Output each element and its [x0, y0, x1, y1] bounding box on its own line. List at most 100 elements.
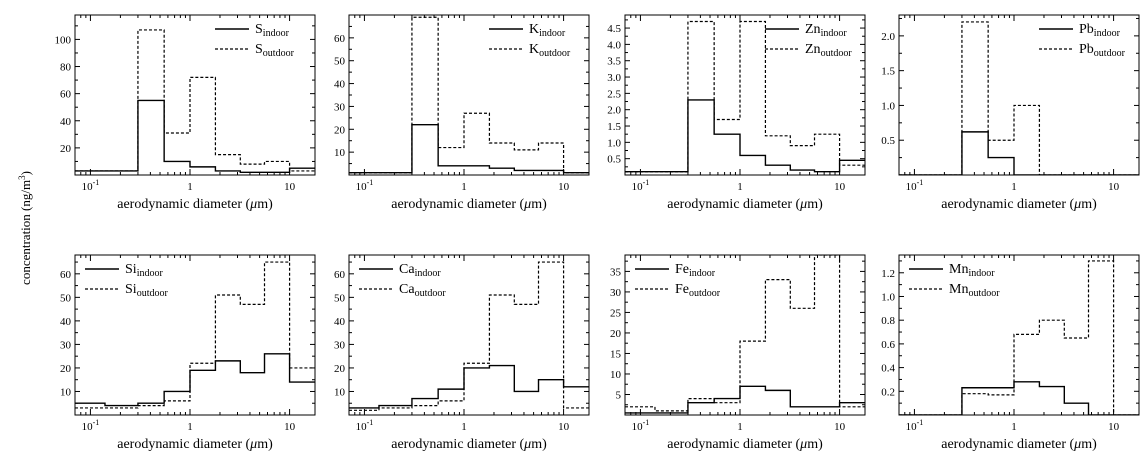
legend-label-outdoor: Znoutdoor	[805, 42, 852, 59]
y-tick-label: 50	[334, 56, 346, 68]
y-tick-label: 2.5	[607, 88, 621, 100]
series-indoor-line	[625, 385, 865, 414]
x-tick-label: 10	[558, 421, 570, 433]
x-tick-label: 10-1	[906, 418, 924, 433]
y-tick-label: 80	[60, 62, 72, 74]
plot-frame	[348, 254, 590, 416]
legend-label-outdoor: Feoutdoor	[675, 282, 721, 299]
x-tick-label: 10	[834, 181, 846, 193]
x-tick-label: 1	[737, 421, 743, 433]
y-tick-label: 60	[334, 269, 346, 281]
y-tick-label: 0.5	[607, 154, 621, 166]
panel-4: 0.5 1.0 1.5 2.0 10-1 1 10 aerodynamic diameter …	[881, 14, 1140, 212]
y-tick-label: 30	[60, 339, 72, 351]
series-indoor-line	[899, 131, 1139, 175]
x-tick-label: 10	[834, 421, 846, 433]
plot-frame	[74, 14, 316, 176]
x-tick-label: 1	[461, 421, 467, 433]
y-tick-label: 0.5	[881, 135, 895, 147]
panel-7: 5 10 15 20 25 30 35 10-1 1 10 aerodynamic diameter…	[610, 254, 866, 452]
x-axis-label: aerodynamic diameter (μm)	[667, 197, 823, 212]
y-tick-label: 50	[60, 292, 72, 304]
x-tick-label: 1	[187, 181, 193, 193]
y-tick-label: 50	[334, 292, 346, 304]
x-tick-label: 10-1	[906, 178, 924, 193]
y-tick-label: 60	[334, 33, 346, 45]
y-tick-label: 30	[610, 287, 622, 299]
legend-label-outdoor: Soutdoor	[255, 42, 295, 59]
x-tick-label: 1	[461, 181, 467, 193]
y-tick-label: 20	[334, 363, 346, 375]
y-tick-label: 10	[334, 386, 346, 398]
y-tick-label: 0.4	[881, 363, 895, 375]
y-tick-label: 20	[334, 124, 346, 136]
y-tick-label: 15	[610, 348, 622, 360]
y-tick-label: 0.8	[881, 315, 895, 327]
x-tick-label: 1	[187, 421, 193, 433]
y-tick-label: 10	[334, 147, 346, 159]
legend-label-indoor: Feindoor	[675, 262, 716, 279]
series-indoor-line	[349, 364, 589, 409]
y-tick-label: 5	[616, 389, 622, 401]
y-axis-label: concentration (ng/m3)	[17, 171, 33, 285]
y-tick-label: 1.0	[607, 137, 621, 149]
series-outdoor-line	[75, 261, 315, 409]
y-tick-label: 30	[334, 339, 346, 351]
y-tick-label: 100	[55, 34, 72, 46]
y-tick-label: 2.0	[881, 31, 895, 43]
y-tick-label: 1.0	[881, 291, 895, 303]
series-outdoor-line	[349, 16, 589, 174]
y-tick-label: 40	[60, 116, 72, 128]
x-tick-label: 10-1	[356, 178, 374, 193]
y-tick-label: 3.0	[607, 72, 621, 84]
panel-8: 0.2 0.4 0.6 0.8 1.0 1.2 10-1 1 10 aerodynamic dia…	[881, 254, 1140, 452]
legend-label-outdoor: Pboutdoor	[1079, 42, 1126, 59]
legend-label-indoor: Mnindoor	[949, 262, 995, 279]
plot-frame	[898, 254, 1140, 416]
panel-2: 10 20 30 40 50 60 10-1 1 10 aerodynamic diameter …	[334, 14, 590, 212]
panels-group: 20 40 60 80 100 10-1 1 10 aerodynamic diameter (…	[55, 14, 1140, 452]
y-tick-label: 30	[334, 101, 346, 113]
y-tick-label: 20	[60, 363, 72, 375]
y-tick-label: 40	[60, 316, 72, 328]
x-axis-label: aerodynamic diameter (μm)	[117, 197, 273, 212]
y-tick-label: 4.0	[607, 39, 621, 51]
series-outdoor-line	[349, 261, 589, 411]
x-axis-label: aerodynamic diameter (μm)	[391, 437, 547, 452]
legend-label-indoor: Caindoor	[399, 262, 441, 279]
y-tick-label: 60	[60, 269, 72, 281]
y-tick-label: 35	[610, 266, 622, 278]
x-tick-label: 1	[737, 181, 743, 193]
y-tick-label: 10	[60, 386, 72, 398]
legend-label-outdoor: Caoutdoor	[399, 282, 446, 299]
x-tick-label: 10	[1108, 421, 1120, 433]
y-tick-label: 3.5	[607, 56, 621, 68]
y-tick-label: 20	[60, 143, 72, 155]
series-outdoor-line	[899, 260, 1139, 415]
plot-frame	[624, 14, 866, 176]
series-indoor-line	[625, 99, 865, 173]
y-tick-label: 0.2	[881, 386, 895, 398]
y-tick-label: 1.5	[881, 66, 895, 78]
x-axis-label: aerodynamic diameter (μm)	[117, 437, 273, 452]
x-tick-label: 1	[1011, 181, 1017, 193]
legend-label-outdoor: Sioutdoor	[125, 282, 168, 299]
series-outdoor-line	[75, 29, 315, 172]
plot-frame	[348, 14, 590, 176]
y-tick-label: 10	[610, 369, 622, 381]
y-tick-label: 2.0	[607, 105, 621, 117]
x-tick-label: 10-1	[82, 178, 100, 193]
series-indoor-line	[899, 381, 1139, 415]
series-indoor-line	[75, 353, 315, 407]
series-outdoor-line	[625, 20, 865, 173]
series-indoor-line	[75, 99, 315, 173]
y-tick-label: 40	[334, 316, 346, 328]
plot-frame	[624, 254, 866, 416]
x-tick-label: 10-1	[82, 418, 100, 433]
plot-frame	[74, 254, 316, 416]
panel-1: 20 40 60 80 100 10-1 1 10 aerodynamic diameter (…	[55, 14, 316, 212]
panel-6: 10 20 30 40 50 60 10-1 1 10 aerodynamic diameter …	[334, 254, 590, 452]
x-axis-label: aerodynamic diameter (μm)	[941, 197, 1097, 212]
series-outdoor-line	[899, 21, 1139, 175]
